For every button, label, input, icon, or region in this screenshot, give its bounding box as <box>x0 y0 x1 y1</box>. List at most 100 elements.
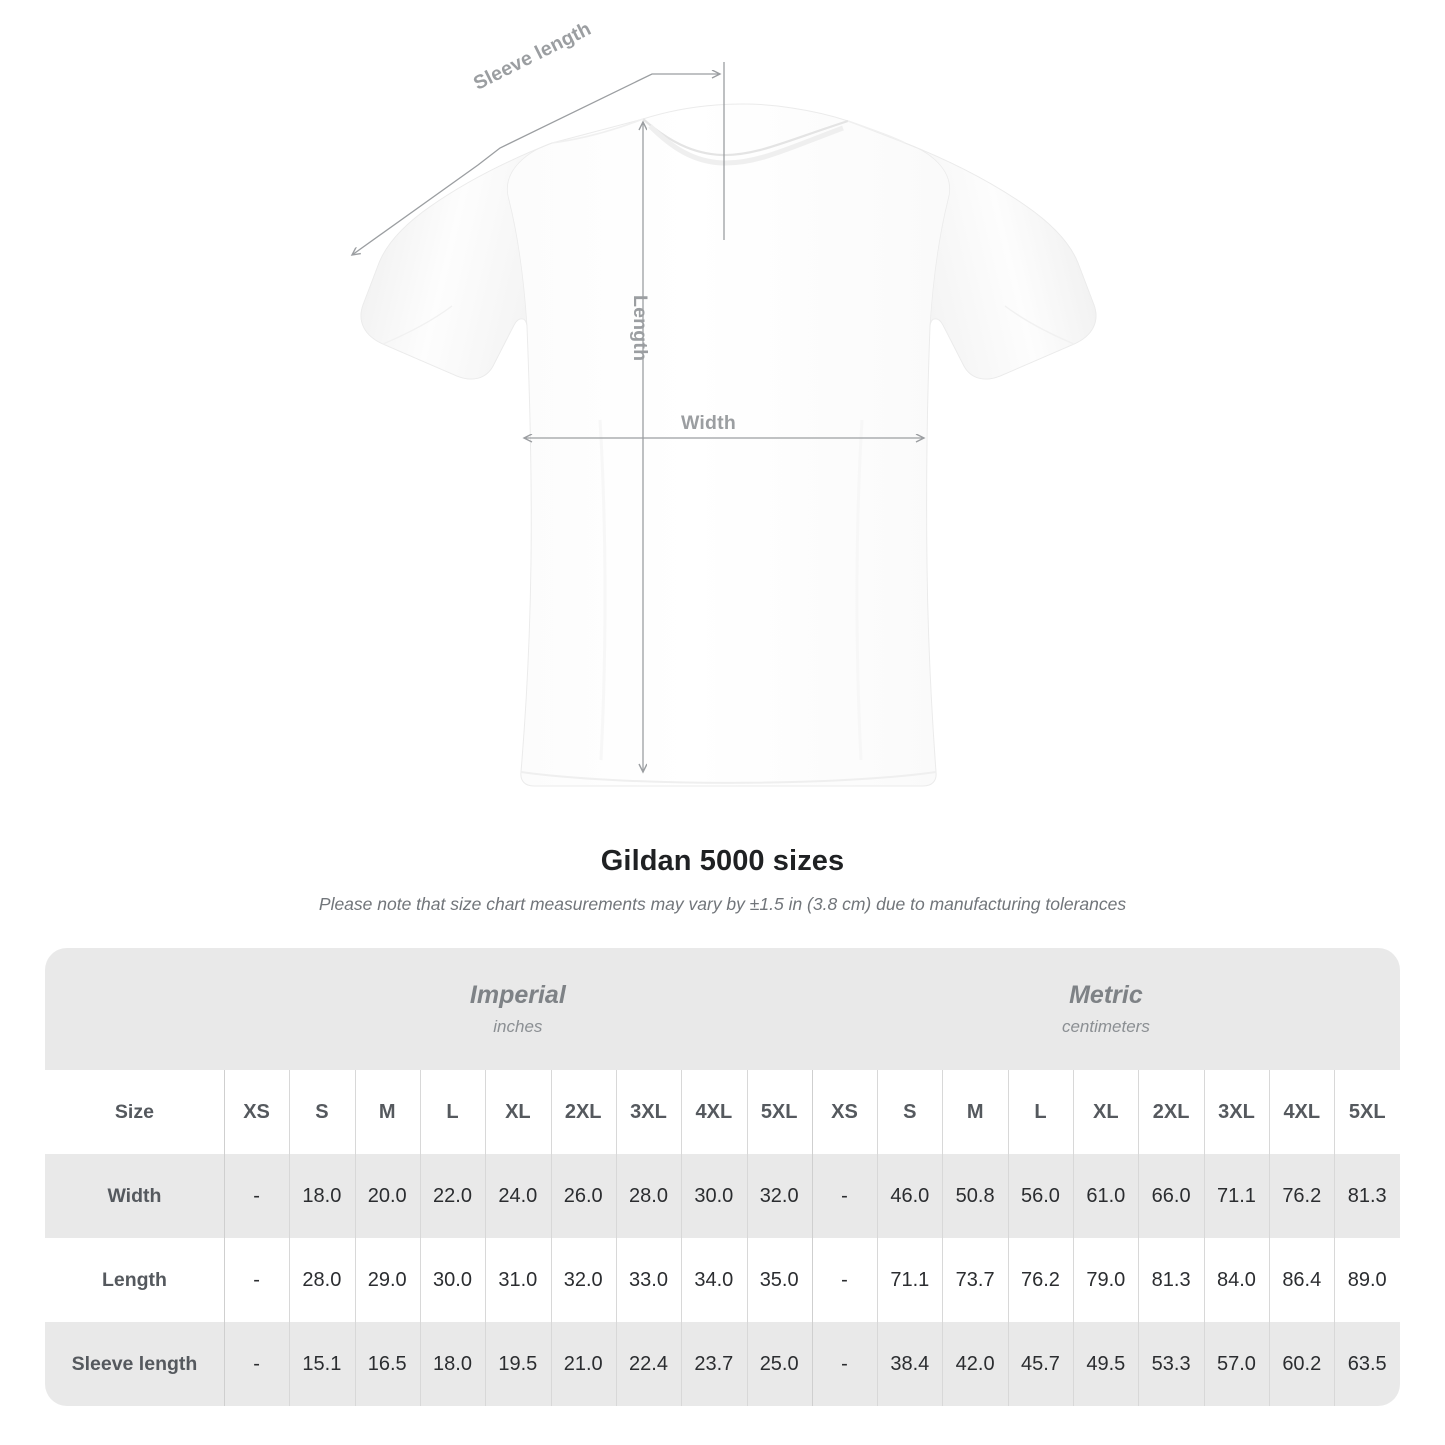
size-column-header-3xl: 3XL <box>615 1070 682 1154</box>
measurement-cell: 71.1 <box>1203 1154 1270 1238</box>
size-column-header-4xl: 4XL <box>681 1070 747 1154</box>
size-header-row: Size XS S M L XL 2XL 3XL 4XL 5XL XS S M L XL 2XL 3XL 4XL 5… <box>45 1070 1400 1154</box>
size-chart-container: Imperial inches Metric centimeters Size XS S M L… <box>45 948 1400 1406</box>
measurement-cell: 53.3 <box>1138 1322 1204 1406</box>
measurement-cell: 33.0 <box>615 1238 682 1322</box>
measurement-cell: 29.0 <box>354 1238 420 1322</box>
table-row: Length -28.0 29.0 30.0 31.0 32.0 33.0 34.0 35.0-… <box>45 1238 1400 1322</box>
measurement-cell: 81.3 <box>1138 1238 1204 1322</box>
unit-group-imperial: Imperial inches <box>223 948 812 1070</box>
size-column-header-s: S <box>877 1070 943 1154</box>
measurement-cell: 42.0 <box>942 1322 1008 1406</box>
size-column-header-2xl: 2XL <box>550 1070 616 1154</box>
shirt-silhouette <box>360 103 1097 787</box>
measurement-cell: 30.0 <box>681 1154 747 1238</box>
measurement-cell: 76.2 <box>1269 1154 1335 1238</box>
measurement-cell: 73.7 <box>942 1238 1008 1322</box>
measurement-cell: 28.0 <box>615 1154 682 1238</box>
measurement-cell: - <box>223 1238 290 1322</box>
size-column-header-2xl: 2XL <box>1138 1070 1204 1154</box>
measurement-cell: 15.1 <box>289 1322 355 1406</box>
unit-system-name: Metric <box>1069 981 1143 1010</box>
size-column-header-s: S <box>289 1070 355 1154</box>
sleeve-length-dimension <box>352 62 725 255</box>
measurement-cell: 84.0 <box>1203 1238 1270 1322</box>
measurement-cell: 30.0 <box>419 1238 486 1322</box>
measurement-cell: - <box>811 1238 878 1322</box>
unit-group-metric: Metric centimeters <box>811 948 1400 1070</box>
measurement-cell: 60.2 <box>1269 1322 1335 1406</box>
measurement-cell: 71.1 <box>877 1238 943 1322</box>
unit-measure-name: inches <box>493 1017 543 1037</box>
measurement-cell: 18.0 <box>289 1154 355 1238</box>
measurement-cell: 56.0 <box>1007 1154 1074 1238</box>
tshirt-illustration <box>0 62 1097 787</box>
measurement-cell: 45.7 <box>1007 1322 1074 1406</box>
measurement-row-label: Width <box>45 1154 224 1238</box>
measurement-cell: 22.0 <box>419 1154 486 1238</box>
measurement-cell: 25.0 <box>746 1322 812 1406</box>
measurement-cell: 50.8 <box>942 1154 1008 1238</box>
measurement-cell: 26.0 <box>550 1154 616 1238</box>
measurement-cell: 81.3 <box>1334 1154 1400 1238</box>
measurement-cell: 31.0 <box>485 1238 551 1322</box>
tshirt-diagram: Sleeve length Length Width <box>0 18 1097 787</box>
size-column-header-3xl: 3XL <box>1203 1070 1270 1154</box>
measurement-cell: 28.0 <box>289 1238 355 1322</box>
measurement-cell: - <box>223 1322 290 1406</box>
unit-measure-name: centimeters <box>1061 1017 1150 1037</box>
measurement-cell: 21.0 <box>550 1322 616 1406</box>
measurement-cell: 18.0 <box>419 1322 486 1406</box>
size-column-header-4xl: 4XL <box>1269 1070 1335 1154</box>
size-column-header-5xl: 5XL <box>746 1070 812 1154</box>
measurement-cell: 24.0 <box>485 1154 551 1238</box>
size-chart-table: Imperial inches Metric centimeters Size XS S M L… <box>45 948 1400 1406</box>
measurement-cell: 46.0 <box>877 1154 943 1238</box>
measurement-cell: 35.0 <box>746 1238 812 1322</box>
table-row: Sleeve length -15.1 16.5 18.0 19.5 21.0 22.4 23… <box>45 1322 1400 1406</box>
size-header-label: Size <box>45 1070 224 1154</box>
measurement-cell: 19.5 <box>485 1322 551 1406</box>
size-column-header-m: M <box>942 1070 1008 1154</box>
measurement-cell: 32.0 <box>550 1238 616 1322</box>
size-column-header-m: M <box>354 1070 420 1154</box>
measurement-row-label: Sleeve length <box>45 1322 224 1406</box>
unit-row-spacer <box>45 948 224 1070</box>
measurement-cell: 79.0 <box>1073 1238 1139 1322</box>
unit-system-row: Imperial inches Metric centimeters <box>45 948 1400 1070</box>
measurement-cell: - <box>811 1154 878 1238</box>
measurement-cell: - <box>223 1154 290 1238</box>
size-column-header-5xl: 5XL <box>1334 1070 1400 1154</box>
measurement-cell: 63.5 <box>1334 1322 1400 1406</box>
measurement-row-label: Length <box>45 1238 224 1322</box>
measurement-cell: 34.0 <box>681 1238 747 1322</box>
table-row: Width -18.0 20.0 22.0 24.0 26.0 28.0 30.0 32.0-4… <box>45 1154 1400 1238</box>
heading-block: Gildan 5000 sizes Please note that size … <box>0 843 1445 916</box>
measurement-cell: 38.4 <box>877 1322 943 1406</box>
measurement-cell: 66.0 <box>1138 1154 1204 1238</box>
measurement-cell: 20.0 <box>354 1154 420 1238</box>
measurement-cell: 57.0 <box>1203 1322 1270 1406</box>
measurement-cell: 32.0 <box>746 1154 812 1238</box>
size-column-header-xs: XS <box>223 1070 290 1154</box>
measurement-cell: 49.5 <box>1073 1322 1139 1406</box>
unit-system-name: Imperial <box>469 981 566 1010</box>
measurement-cell: 16.5 <box>354 1322 420 1406</box>
measurement-cell: 86.4 <box>1269 1238 1335 1322</box>
size-column-header-xl: XL <box>485 1070 551 1154</box>
size-column-header-xl: XL <box>1073 1070 1139 1154</box>
measurement-cell: 23.7 <box>681 1322 747 1406</box>
measurement-cell: 76.2 <box>1007 1238 1074 1322</box>
measurement-cell: - <box>811 1322 878 1406</box>
measurement-cell: 61.0 <box>1073 1154 1139 1238</box>
size-column-header-l: L <box>1007 1070 1074 1154</box>
tolerance-note: Please note that size chart measurements… <box>318 894 1127 915</box>
sleeve-length-arrow <box>352 74 720 255</box>
page-title: Gildan 5000 sizes <box>600 845 845 877</box>
size-column-header-l: L <box>419 1070 486 1154</box>
width-label: Width <box>681 412 736 434</box>
measurement-cell: 22.4 <box>615 1322 682 1406</box>
length-label: Length <box>629 295 651 362</box>
measurement-cell: 89.0 <box>1334 1238 1400 1322</box>
size-column-header-xs: XS <box>811 1070 878 1154</box>
